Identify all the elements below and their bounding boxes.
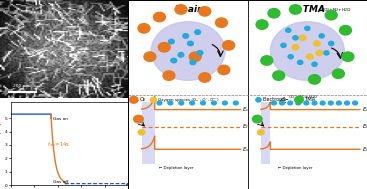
Text: Electronic: Electronic xyxy=(262,97,287,102)
Circle shape xyxy=(328,41,334,46)
Circle shape xyxy=(252,115,262,123)
Circle shape xyxy=(293,36,298,40)
Circle shape xyxy=(316,50,323,56)
Circle shape xyxy=(312,101,317,105)
Text: $E_v$: $E_v$ xyxy=(243,145,250,154)
Y-axis label: Resistance (kΩ): Resistance (kΩ) xyxy=(0,123,2,164)
Circle shape xyxy=(298,60,303,64)
Circle shape xyxy=(295,96,303,103)
Circle shape xyxy=(296,101,301,105)
Circle shape xyxy=(171,58,177,63)
Text: $E_c$: $E_c$ xyxy=(362,105,367,114)
Circle shape xyxy=(261,56,273,65)
Circle shape xyxy=(195,30,200,34)
Circle shape xyxy=(222,101,227,105)
Text: In air: In air xyxy=(175,5,201,14)
Circle shape xyxy=(175,5,187,14)
Text: Gas off: Gas off xyxy=(53,180,69,184)
Circle shape xyxy=(197,51,203,55)
Circle shape xyxy=(256,98,261,102)
Circle shape xyxy=(306,54,313,59)
Text: ← Depletion layer: ← Depletion layer xyxy=(278,166,313,170)
Circle shape xyxy=(256,20,268,29)
Circle shape xyxy=(188,41,193,46)
Circle shape xyxy=(304,101,309,105)
Circle shape xyxy=(218,65,230,75)
Circle shape xyxy=(319,34,324,38)
Circle shape xyxy=(130,96,138,103)
Circle shape xyxy=(179,101,184,105)
Text: O₂: O₂ xyxy=(139,97,145,102)
Circle shape xyxy=(328,101,333,105)
Circle shape xyxy=(258,130,264,135)
Circle shape xyxy=(215,18,228,27)
Text: 200 nm: 200 nm xyxy=(14,84,30,88)
Circle shape xyxy=(163,71,175,80)
Circle shape xyxy=(158,43,170,52)
Circle shape xyxy=(153,12,166,22)
Text: $E_c$: $E_c$ xyxy=(243,105,250,114)
Text: ← Depletion layer: ← Depletion layer xyxy=(159,166,193,170)
Circle shape xyxy=(190,101,195,105)
Circle shape xyxy=(273,71,285,80)
Text: Gas on: Gas on xyxy=(53,117,68,121)
Circle shape xyxy=(345,101,349,105)
Circle shape xyxy=(268,9,280,18)
Circle shape xyxy=(138,130,145,135)
Circle shape xyxy=(150,97,157,102)
Circle shape xyxy=(168,39,174,44)
Text: TMA: TMA xyxy=(305,97,316,102)
Circle shape xyxy=(281,43,286,47)
Circle shape xyxy=(313,41,320,46)
Circle shape xyxy=(299,35,306,40)
Text: In TMA: In TMA xyxy=(290,5,325,14)
Circle shape xyxy=(272,101,276,105)
Circle shape xyxy=(280,101,284,105)
Circle shape xyxy=(199,7,211,16)
Circle shape xyxy=(353,101,357,105)
Bar xyxy=(261,102,270,164)
Circle shape xyxy=(212,101,217,105)
Circle shape xyxy=(337,101,341,105)
Circle shape xyxy=(342,52,354,61)
Circle shape xyxy=(183,34,189,38)
Circle shape xyxy=(312,62,317,66)
Circle shape xyxy=(144,52,156,61)
Circle shape xyxy=(320,101,325,105)
Circle shape xyxy=(223,41,235,50)
Text: Oxygen species (O₂⁻, O⁻, O²⁻): Oxygen species (O₂⁻, O⁻, O²⁻) xyxy=(158,98,219,102)
Circle shape xyxy=(151,22,225,80)
Circle shape xyxy=(199,73,211,82)
Circle shape xyxy=(339,26,352,35)
Circle shape xyxy=(270,22,344,80)
Circle shape xyxy=(333,69,344,78)
Circle shape xyxy=(305,26,310,30)
Text: $E_f$: $E_f$ xyxy=(362,122,367,131)
Circle shape xyxy=(168,101,173,105)
Circle shape xyxy=(134,115,143,123)
Circle shape xyxy=(292,45,299,50)
Text: CO$_2$+N$_2$+H$_2$O: CO$_2$+N$_2$+H$_2$O xyxy=(320,7,352,14)
Bar xyxy=(142,102,155,164)
Circle shape xyxy=(190,60,196,65)
Circle shape xyxy=(288,101,292,105)
Circle shape xyxy=(178,53,184,57)
Text: $t_{res}$=14s: $t_{res}$=14s xyxy=(47,140,71,149)
Circle shape xyxy=(138,24,150,33)
Circle shape xyxy=(288,55,293,59)
Circle shape xyxy=(201,101,206,105)
Text: CO$_2$+N$_2$+H$_2$O: CO$_2$+N$_2$+H$_2$O xyxy=(287,93,318,101)
Circle shape xyxy=(309,75,320,84)
Circle shape xyxy=(233,101,238,105)
Text: $E_f$: $E_f$ xyxy=(243,122,250,131)
Circle shape xyxy=(157,101,162,105)
Circle shape xyxy=(325,10,337,20)
Circle shape xyxy=(286,28,291,32)
Circle shape xyxy=(189,52,201,61)
Text: $E_v$: $E_v$ xyxy=(362,145,367,154)
Circle shape xyxy=(324,51,329,55)
Circle shape xyxy=(290,5,301,14)
